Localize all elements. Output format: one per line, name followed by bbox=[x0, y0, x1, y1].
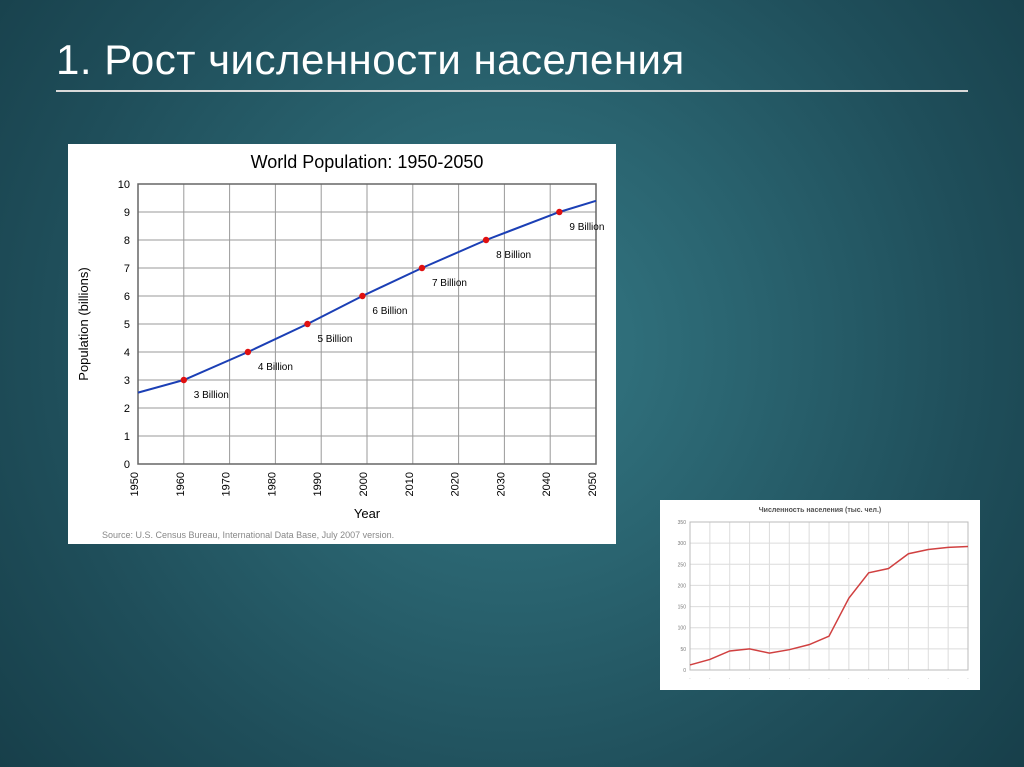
svg-text:·: · bbox=[689, 676, 691, 682]
svg-text:Численность населения (тыс. че: Численность населения (тыс. чел.) bbox=[759, 507, 882, 514]
svg-text:2000: 2000 bbox=[358, 472, 370, 496]
svg-text:7: 7 bbox=[124, 263, 130, 275]
secondary-chart-container: Численность населения (тыс. чел.) 0 50 100 1… bbox=[660, 500, 980, 690]
svg-text:·: · bbox=[749, 676, 751, 682]
svg-text:10: 10 bbox=[118, 179, 130, 191]
svg-text:2050: 2050 bbox=[587, 472, 599, 496]
svg-text:·: · bbox=[868, 676, 870, 682]
svg-text:2: 2 bbox=[124, 403, 130, 415]
svg-text:50: 50 bbox=[680, 647, 686, 653]
svg-text:·: · bbox=[808, 676, 810, 682]
main-chart-container: World Population: 1950-2050 0 1 2 3 4 5 6 7 8 9 10 1… bbox=[68, 144, 616, 544]
title-underline bbox=[56, 90, 968, 92]
svg-text:5 Billion: 5 Billion bbox=[317, 334, 352, 345]
svg-text:1980: 1980 bbox=[266, 472, 278, 496]
svg-text:8: 8 bbox=[124, 235, 130, 247]
source-note: Source: U.S. Census Bureau, Internationa… bbox=[68, 528, 616, 544]
svg-text:4: 4 bbox=[124, 347, 130, 359]
svg-text:1950: 1950 bbox=[129, 472, 141, 496]
svg-text:3: 3 bbox=[124, 375, 130, 387]
title-area: 1. Рост численности населения bbox=[0, 0, 1024, 102]
svg-text:6: 6 bbox=[124, 291, 130, 303]
svg-text:·: · bbox=[729, 676, 731, 682]
svg-text:3 Billion: 3 Billion bbox=[194, 390, 229, 401]
svg-text:·: · bbox=[927, 676, 929, 682]
slide-title: 1. Рост численности населения bbox=[56, 36, 968, 84]
svg-text:Year: Year bbox=[354, 506, 381, 521]
svg-text:Population (billions): Population (billions) bbox=[76, 267, 91, 380]
main-chart: World Population: 1950-2050 0 1 2 3 4 5 6 7 8 9 10 1… bbox=[68, 144, 616, 528]
svg-text:150: 150 bbox=[678, 605, 687, 611]
svg-text:9: 9 bbox=[124, 207, 130, 219]
svg-text:200: 200 bbox=[678, 583, 687, 589]
svg-text:4 Billion: 4 Billion bbox=[258, 362, 293, 373]
svg-text:·: · bbox=[788, 676, 790, 682]
svg-text:2030: 2030 bbox=[495, 472, 507, 496]
svg-text:·: · bbox=[967, 676, 969, 682]
slide: 1. Рост численности населения World Popu… bbox=[0, 0, 1024, 767]
svg-text:1970: 1970 bbox=[221, 472, 233, 496]
svg-text:300: 300 bbox=[678, 541, 687, 547]
svg-text:World Population: 1950-2050: World Population: 1950-2050 bbox=[251, 152, 484, 172]
svg-text:2010: 2010 bbox=[404, 472, 416, 496]
svg-text:250: 250 bbox=[678, 562, 687, 568]
svg-text:0: 0 bbox=[124, 459, 130, 471]
svg-text:100: 100 bbox=[678, 626, 687, 632]
svg-text:8 Billion: 8 Billion bbox=[496, 250, 531, 261]
svg-text:2020: 2020 bbox=[450, 472, 462, 496]
svg-text:6 Billion: 6 Billion bbox=[372, 306, 407, 317]
svg-text:1: 1 bbox=[124, 431, 130, 443]
svg-text:5: 5 bbox=[124, 319, 130, 331]
svg-text:·: · bbox=[769, 676, 771, 682]
svg-text:·: · bbox=[848, 676, 850, 682]
svg-text:·: · bbox=[709, 676, 711, 682]
svg-text:7 Billion: 7 Billion bbox=[432, 278, 467, 289]
svg-text:0: 0 bbox=[683, 668, 686, 674]
svg-text:·: · bbox=[947, 676, 949, 682]
svg-text:350: 350 bbox=[678, 520, 687, 526]
svg-text:·: · bbox=[908, 676, 910, 682]
svg-text:9 Billion: 9 Billion bbox=[569, 222, 604, 233]
svg-text:1960: 1960 bbox=[175, 472, 187, 496]
secondary-chart: Численность населения (тыс. чел.) 0 50 100 1… bbox=[660, 500, 980, 690]
svg-text:·: · bbox=[828, 676, 830, 682]
svg-text:·: · bbox=[888, 676, 890, 682]
svg-text:2040: 2040 bbox=[541, 472, 553, 496]
svg-text:1990: 1990 bbox=[312, 472, 324, 496]
